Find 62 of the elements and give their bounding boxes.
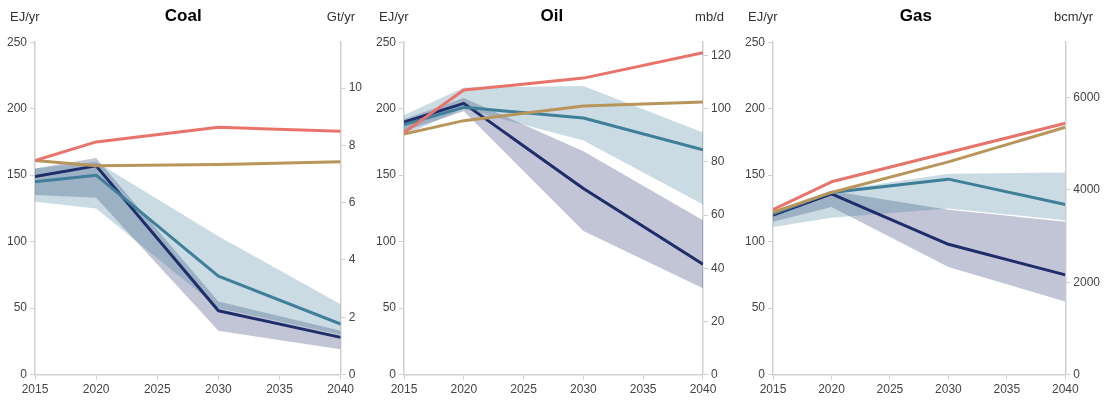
y2-axis-title: Gt/yr bbox=[326, 8, 355, 24]
y-tick-label: 150 bbox=[744, 167, 766, 182]
x-tick-label: 2025 bbox=[876, 382, 904, 397]
y-tick-label: 250 bbox=[6, 34, 28, 49]
y-tick-label: 250 bbox=[375, 34, 397, 49]
y-tick-label: 200 bbox=[6, 100, 28, 115]
x-tick-label: 2025 bbox=[143, 382, 171, 397]
x-tick-label: 2035 bbox=[993, 382, 1021, 397]
chart-title: Oil bbox=[540, 6, 564, 26]
x-tick-label: 2015 bbox=[390, 382, 418, 397]
x-tick-label: 2040 bbox=[689, 382, 717, 397]
x-tick-label: 2035 bbox=[266, 382, 294, 397]
x-tick-label: 2030 bbox=[205, 382, 233, 397]
x-tick-label: 2020 bbox=[818, 382, 846, 397]
y2-tick-label: 10 bbox=[348, 80, 363, 95]
y2-tick-label: 80 bbox=[710, 154, 725, 169]
chart-title: Coal bbox=[164, 6, 202, 26]
y-tick-label: 150 bbox=[375, 167, 397, 182]
y-tick-label: 100 bbox=[6, 233, 28, 248]
y-axis-title: EJ/yr bbox=[10, 8, 40, 24]
y-tick-label: 50 bbox=[13, 300, 28, 315]
y2-tick-label: 0 bbox=[1073, 366, 1081, 381]
y2-tick-label: 120 bbox=[710, 47, 732, 62]
y-axis-title: EJ/yr bbox=[379, 8, 409, 24]
y2-tick-label: 6000 bbox=[1073, 89, 1101, 104]
y-tick-label: 0 bbox=[758, 366, 766, 381]
x-tick-label: 2040 bbox=[327, 382, 355, 397]
y-tick-label: 150 bbox=[6, 167, 28, 182]
y-axis-title: EJ/yr bbox=[748, 8, 778, 24]
y2-tick-label: 60 bbox=[710, 207, 725, 222]
y2-tick-label: 0 bbox=[710, 366, 718, 381]
y2-tick-label: 8 bbox=[348, 137, 356, 152]
y2-tick-label: 40 bbox=[710, 260, 725, 275]
y2-axis-title: mb/d bbox=[695, 8, 724, 24]
y2-tick-label: 0 bbox=[348, 366, 356, 381]
x-tick-label: 2030 bbox=[570, 382, 598, 397]
y-tick-label: 200 bbox=[375, 100, 397, 115]
y-tick-label: 200 bbox=[744, 100, 766, 115]
y2-tick-label: 2000 bbox=[1073, 274, 1101, 289]
y2-tick-label: 4 bbox=[348, 252, 356, 267]
y-tick-label: 100 bbox=[375, 233, 397, 248]
y-tick-label: 0 bbox=[389, 366, 397, 381]
y-tick-label: 100 bbox=[744, 233, 766, 248]
y2-tick-label: 6 bbox=[348, 194, 356, 209]
y2-tick-label: 20 bbox=[710, 313, 725, 328]
y-tick-label: 50 bbox=[382, 300, 397, 315]
y-tick-label: 250 bbox=[744, 34, 766, 49]
y2-tick-label: 2 bbox=[348, 309, 356, 324]
x-tick-label: 2015 bbox=[21, 382, 49, 397]
x-tick-label: 2015 bbox=[759, 382, 787, 397]
y2-axis-title: bcm/yr bbox=[1053, 8, 1093, 24]
x-tick-label: 2020 bbox=[450, 382, 478, 397]
x-tick-label: 2020 bbox=[82, 382, 110, 397]
x-tick-label: 2040 bbox=[1051, 382, 1079, 397]
y2-tick-label: 100 bbox=[710, 100, 732, 115]
x-tick-label: 2035 bbox=[629, 382, 657, 397]
x-tick-label: 2030 bbox=[935, 382, 963, 397]
y-tick-label: 50 bbox=[751, 300, 766, 315]
x-tick-label: 2025 bbox=[510, 382, 538, 397]
y-tick-label: 0 bbox=[20, 366, 28, 381]
chart-title: Gas bbox=[899, 6, 932, 26]
y2-tick-label: 4000 bbox=[1073, 182, 1101, 197]
